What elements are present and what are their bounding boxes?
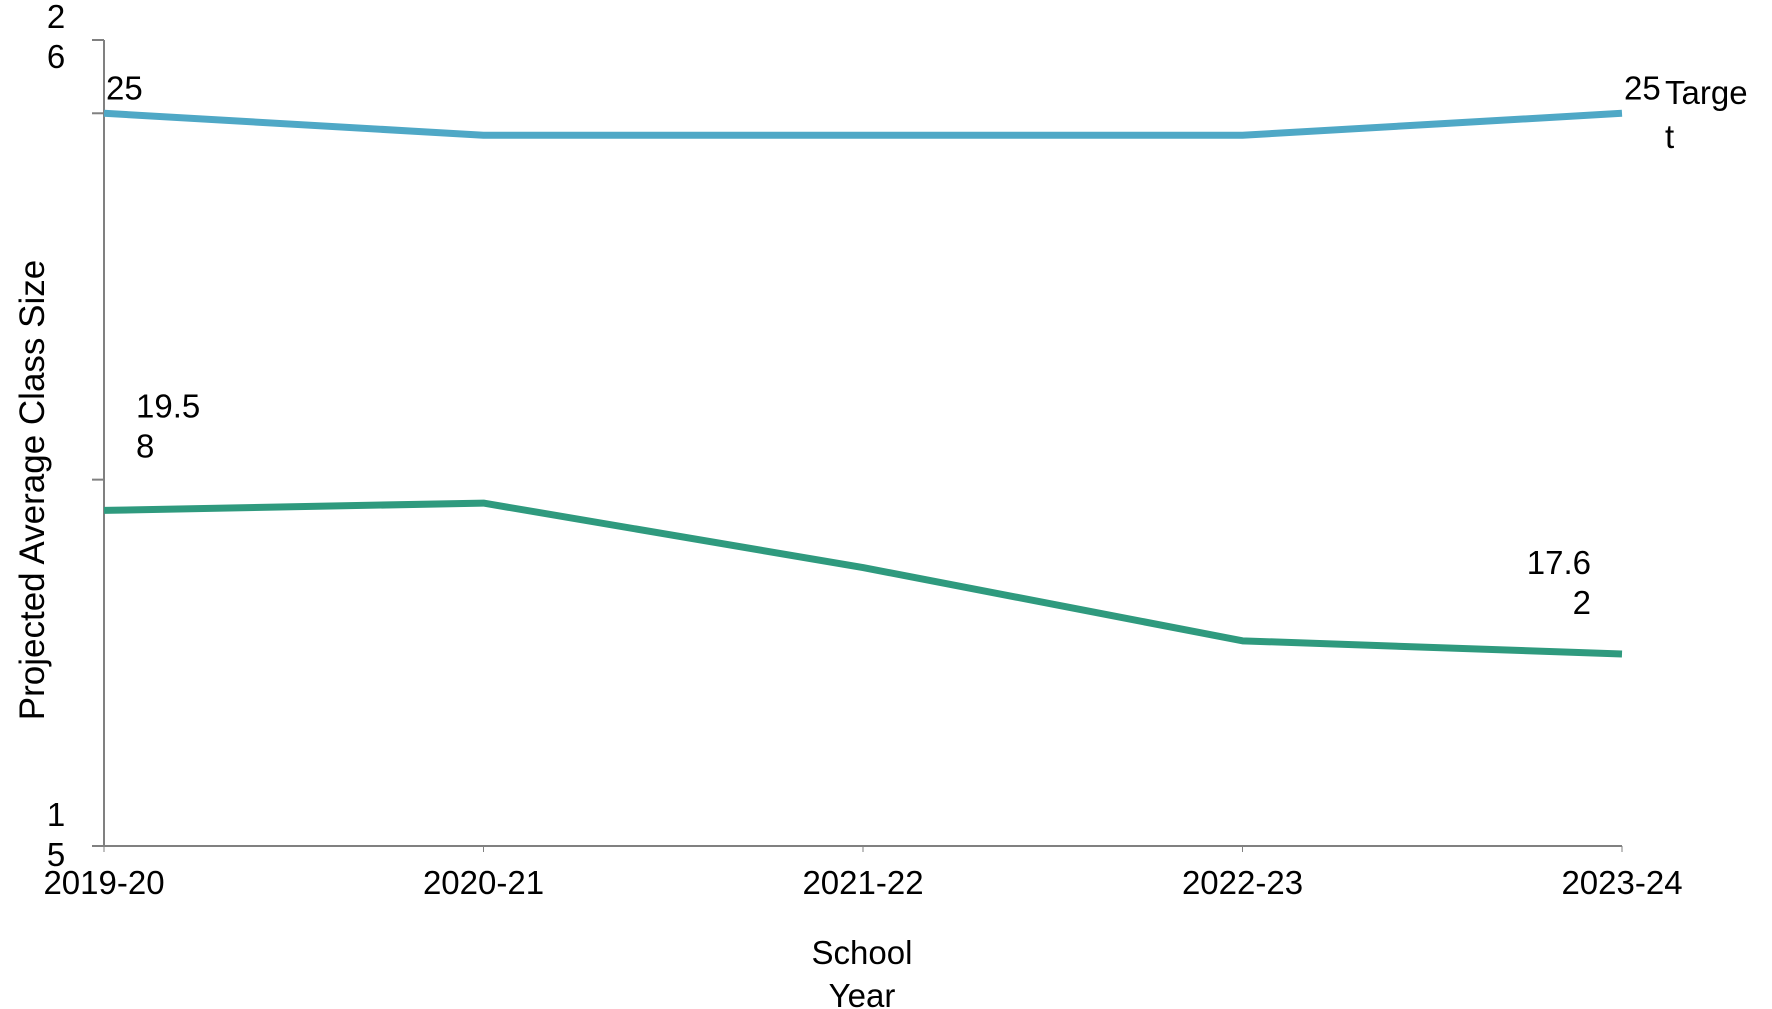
axes: 2 6 1 5 2019-20 2020-21 2021-22 2022-23 2023-24 [43, 0, 1682, 901]
x-tick-label: 2023-24 [1561, 864, 1682, 901]
data-label: 25 [1624, 69, 1661, 106]
series-line-2 [103, 499, 1623, 658]
series-line-1 [103, 109, 1623, 139]
x-tick-label: 2020-21 [423, 864, 544, 901]
x-tick-label: 2022-23 [1182, 864, 1303, 901]
x-tick-label: 2019-20 [43, 864, 164, 901]
data-label: 19.5 8 [136, 387, 200, 464]
legend-label-target: Targe t [1665, 74, 1748, 155]
data-label: 17.6 2 [1527, 544, 1591, 621]
x-tick-label: 2021-22 [802, 864, 923, 901]
y-axis-title: Projected Average Class Size [13, 260, 52, 720]
data-label: 25 [106, 69, 143, 106]
x-axis-title: School Year [812, 934, 913, 1009]
series-layer [103, 109, 1623, 658]
data-labels-layer: 25 25 19.5 8 17.6 2 Targe t [106, 69, 1748, 621]
